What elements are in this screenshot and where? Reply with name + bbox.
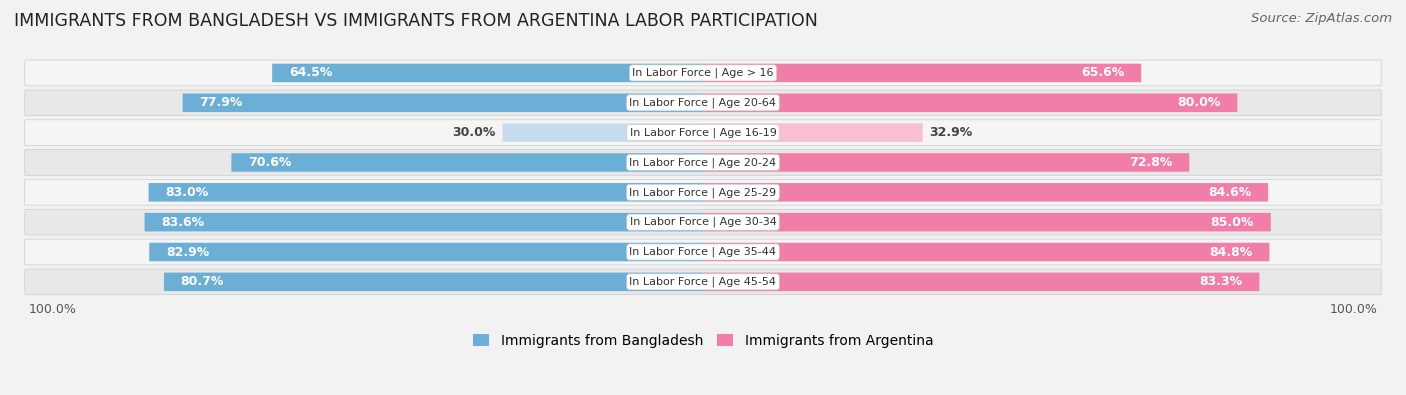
Text: 84.6%: 84.6% <box>1208 186 1251 199</box>
FancyBboxPatch shape <box>25 179 1381 205</box>
FancyBboxPatch shape <box>25 120 1381 145</box>
FancyBboxPatch shape <box>149 183 703 201</box>
Text: 82.9%: 82.9% <box>166 246 209 258</box>
Text: 70.6%: 70.6% <box>247 156 291 169</box>
Text: 83.3%: 83.3% <box>1199 275 1243 288</box>
Text: Source: ZipAtlas.com: Source: ZipAtlas.com <box>1251 12 1392 25</box>
Text: 100.0%: 100.0% <box>28 303 76 316</box>
FancyBboxPatch shape <box>703 153 1189 172</box>
FancyBboxPatch shape <box>165 273 703 291</box>
Text: In Labor Force | Age 16-19: In Labor Force | Age 16-19 <box>630 127 776 138</box>
Text: In Labor Force | Age 25-29: In Labor Force | Age 25-29 <box>630 187 776 198</box>
Text: 83.6%: 83.6% <box>162 216 204 229</box>
FancyBboxPatch shape <box>145 213 703 231</box>
Text: 32.9%: 32.9% <box>929 126 973 139</box>
FancyBboxPatch shape <box>703 94 1237 112</box>
FancyBboxPatch shape <box>183 94 703 112</box>
Text: 65.6%: 65.6% <box>1081 66 1125 79</box>
FancyBboxPatch shape <box>703 64 1142 82</box>
Text: 72.8%: 72.8% <box>1129 156 1173 169</box>
FancyBboxPatch shape <box>703 243 1270 261</box>
Text: 77.9%: 77.9% <box>200 96 243 109</box>
Text: 85.0%: 85.0% <box>1211 216 1254 229</box>
FancyBboxPatch shape <box>25 60 1381 86</box>
Text: In Labor Force | Age 30-34: In Labor Force | Age 30-34 <box>630 217 776 228</box>
FancyBboxPatch shape <box>25 150 1381 175</box>
Text: 80.7%: 80.7% <box>180 275 224 288</box>
FancyBboxPatch shape <box>232 153 703 172</box>
Text: 83.0%: 83.0% <box>166 186 208 199</box>
Text: In Labor Force | Age 20-24: In Labor Force | Age 20-24 <box>630 157 776 168</box>
Text: In Labor Force | Age 35-44: In Labor Force | Age 35-44 <box>630 247 776 257</box>
FancyBboxPatch shape <box>703 123 922 142</box>
Text: 100.0%: 100.0% <box>1330 303 1378 316</box>
Text: In Labor Force | Age 20-64: In Labor Force | Age 20-64 <box>630 98 776 108</box>
FancyBboxPatch shape <box>502 123 703 142</box>
Text: 64.5%: 64.5% <box>288 66 332 79</box>
FancyBboxPatch shape <box>25 90 1381 116</box>
FancyBboxPatch shape <box>25 269 1381 295</box>
FancyBboxPatch shape <box>703 183 1268 201</box>
FancyBboxPatch shape <box>149 243 703 261</box>
Text: 84.8%: 84.8% <box>1209 246 1253 258</box>
FancyBboxPatch shape <box>25 239 1381 265</box>
Text: IMMIGRANTS FROM BANGLADESH VS IMMIGRANTS FROM ARGENTINA LABOR PARTICIPATION: IMMIGRANTS FROM BANGLADESH VS IMMIGRANTS… <box>14 12 818 30</box>
Text: In Labor Force | Age 45-54: In Labor Force | Age 45-54 <box>630 276 776 287</box>
Text: In Labor Force | Age > 16: In Labor Force | Age > 16 <box>633 68 773 78</box>
Text: 30.0%: 30.0% <box>453 126 496 139</box>
Legend: Immigrants from Bangladesh, Immigrants from Argentina: Immigrants from Bangladesh, Immigrants f… <box>467 328 939 353</box>
FancyBboxPatch shape <box>703 273 1260 291</box>
Text: 80.0%: 80.0% <box>1177 96 1220 109</box>
FancyBboxPatch shape <box>273 64 703 82</box>
FancyBboxPatch shape <box>25 209 1381 235</box>
FancyBboxPatch shape <box>703 213 1271 231</box>
